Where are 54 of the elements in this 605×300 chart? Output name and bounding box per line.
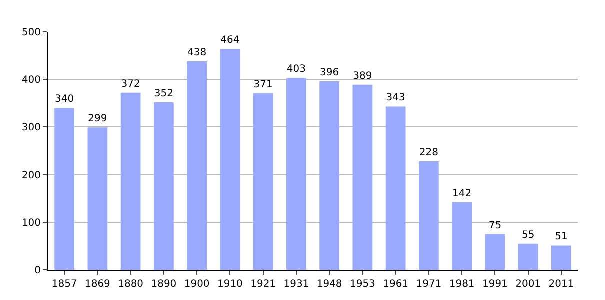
- data-label: 464: [220, 35, 240, 46]
- x-tick-label: 1921: [250, 279, 276, 290]
- x-tick-label: 1948: [316, 279, 342, 290]
- data-label: 396: [320, 68, 340, 78]
- bar: [286, 78, 306, 270]
- bar: [386, 106, 406, 270]
- bar: [320, 82, 340, 270]
- data-label: 371: [254, 79, 273, 90]
- bar: [419, 161, 439, 270]
- y-tick-label: 500: [22, 28, 41, 38]
- data-label: 389: [353, 70, 372, 82]
- data-label: 142: [452, 188, 472, 200]
- bar: [54, 108, 74, 270]
- data-label: 340: [55, 94, 74, 106]
- bar: [552, 246, 572, 270]
- bar: [485, 234, 506, 270]
- data-label: 352: [154, 88, 174, 100]
- bar: [220, 49, 240, 270]
- x-tick-label: 1981: [449, 279, 475, 290]
- y-tick-label: 300: [22, 122, 41, 134]
- bar: [187, 62, 207, 270]
- bar: [452, 202, 472, 270]
- x-tick-label: 2011: [548, 279, 574, 290]
- y-tick-label: 100: [22, 218, 41, 229]
- y-tick-label: 400: [22, 75, 41, 86]
- bar: [352, 84, 373, 270]
- data-label: 299: [88, 114, 108, 125]
- x-tick-label: 1910: [217, 279, 243, 290]
- x-tick-label: 1900: [184, 279, 210, 290]
- x-tick-label: 1953: [350, 279, 376, 290]
- bar: [154, 102, 174, 270]
- x-tick-label: 1890: [151, 279, 177, 290]
- x-tick-label: 1971: [416, 279, 442, 290]
- data-label: 403: [286, 64, 306, 76]
- data-label: 75: [488, 220, 502, 232]
- data-label: 438: [188, 48, 207, 59]
- data-label: 372: [121, 78, 140, 90]
- x-tick-label: 1869: [84, 279, 110, 290]
- x-tick-label: 1931: [284, 279, 310, 290]
- bar: [88, 128, 108, 270]
- y-tick-label: 0: [34, 266, 41, 276]
- y-tick-label: 200: [22, 170, 41, 182]
- x-tick-label: 1857: [52, 279, 78, 290]
- bar: [518, 244, 538, 270]
- x-tick-label: 2001: [516, 279, 542, 290]
- bar: [253, 93, 274, 270]
- x-tick-label: 1961: [383, 279, 409, 290]
- data-label: 55: [522, 230, 535, 241]
- data-label: 343: [386, 92, 406, 104]
- x-tick-label: 1991: [482, 279, 508, 290]
- bar: [120, 92, 141, 270]
- data-label: 51: [555, 232, 568, 243]
- data-label: 228: [419, 147, 438, 158]
- x-tick-label: 1880: [118, 279, 144, 290]
